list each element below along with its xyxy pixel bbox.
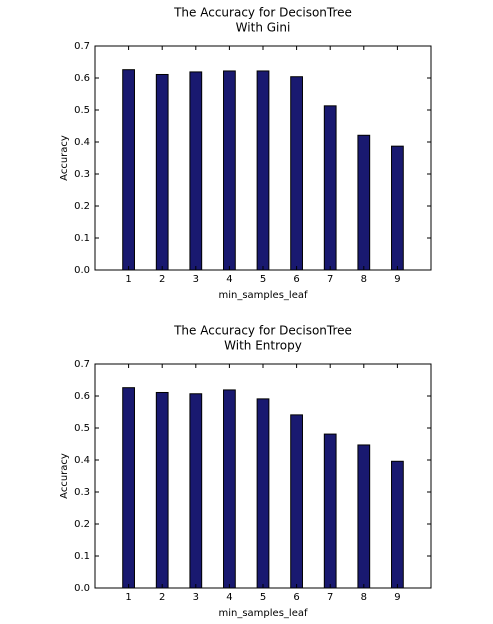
chart-title-line: With Gini bbox=[236, 21, 291, 35]
bar bbox=[357, 134, 371, 271]
bar bbox=[189, 71, 203, 271]
y-tick-label: 0.7 bbox=[74, 359, 90, 370]
y-tick-label: 0.2 bbox=[74, 519, 90, 530]
bar bbox=[155, 73, 169, 271]
x-tick-label: 9 bbox=[394, 592, 400, 603]
chart-title-line: With Entropy bbox=[224, 339, 302, 353]
y-tick-label: 0.3 bbox=[74, 487, 90, 498]
bar bbox=[357, 444, 371, 589]
y-tick-label: 0.4 bbox=[74, 455, 90, 466]
x-tick-label: 7 bbox=[327, 274, 333, 285]
bar bbox=[391, 145, 404, 271]
bar bbox=[189, 393, 203, 589]
bar bbox=[223, 70, 236, 271]
x-tick-label: 2 bbox=[159, 274, 165, 285]
chart-title-line: The Accuracy for DecisonTree bbox=[173, 324, 352, 338]
x-tick-label: 1 bbox=[125, 274, 131, 285]
x-tick-label: 1 bbox=[125, 592, 131, 603]
y-axis-label: Accuracy bbox=[59, 453, 70, 499]
y-tick-label: 0.4 bbox=[74, 137, 90, 148]
x-tick-label: 4 bbox=[226, 274, 232, 285]
x-tick-label: 6 bbox=[293, 592, 299, 603]
x-tick-label: 9 bbox=[394, 274, 400, 285]
bar bbox=[155, 391, 169, 589]
y-tick-label: 0.3 bbox=[74, 169, 90, 180]
x-axis-label: min_samples_leaf bbox=[218, 608, 307, 619]
y-tick-label: 0.6 bbox=[74, 391, 90, 402]
y-tick-label: 0.0 bbox=[74, 265, 90, 276]
bar bbox=[290, 414, 303, 589]
y-tick-label: 0.0 bbox=[74, 583, 90, 594]
x-tick-label: 5 bbox=[260, 592, 266, 603]
bar bbox=[323, 433, 337, 589]
bar bbox=[391, 460, 404, 589]
bar bbox=[223, 389, 236, 589]
y-tick-label: 0.6 bbox=[74, 73, 90, 84]
bar bbox=[323, 105, 337, 271]
chart-title-line: The Accuracy for DecisonTree bbox=[173, 6, 352, 20]
y-tick-label: 0.2 bbox=[74, 201, 90, 212]
bar bbox=[256, 398, 270, 589]
x-tick-label: 2 bbox=[159, 592, 165, 603]
x-tick-label: 3 bbox=[193, 592, 199, 603]
bar bbox=[122, 69, 135, 271]
x-tick-label: 3 bbox=[193, 274, 199, 285]
bar bbox=[122, 387, 135, 589]
x-tick-label: 7 bbox=[327, 592, 333, 603]
y-tick-label: 0.1 bbox=[74, 233, 90, 244]
bar bbox=[290, 76, 303, 271]
y-tick-label: 0.5 bbox=[74, 423, 90, 434]
y-tick-label: 0.5 bbox=[74, 105, 90, 116]
x-tick-label: 8 bbox=[361, 274, 367, 285]
y-axis-label: Accuracy bbox=[59, 135, 70, 181]
x-tick-label: 5 bbox=[260, 274, 266, 285]
x-tick-label: 8 bbox=[361, 592, 367, 603]
y-tick-label: 0.7 bbox=[74, 41, 90, 52]
x-axis-label: min_samples_leaf bbox=[218, 290, 307, 301]
x-tick-label: 4 bbox=[226, 592, 232, 603]
x-tick-label: 6 bbox=[293, 274, 299, 285]
y-tick-label: 0.1 bbox=[74, 551, 90, 562]
bar bbox=[256, 70, 270, 271]
